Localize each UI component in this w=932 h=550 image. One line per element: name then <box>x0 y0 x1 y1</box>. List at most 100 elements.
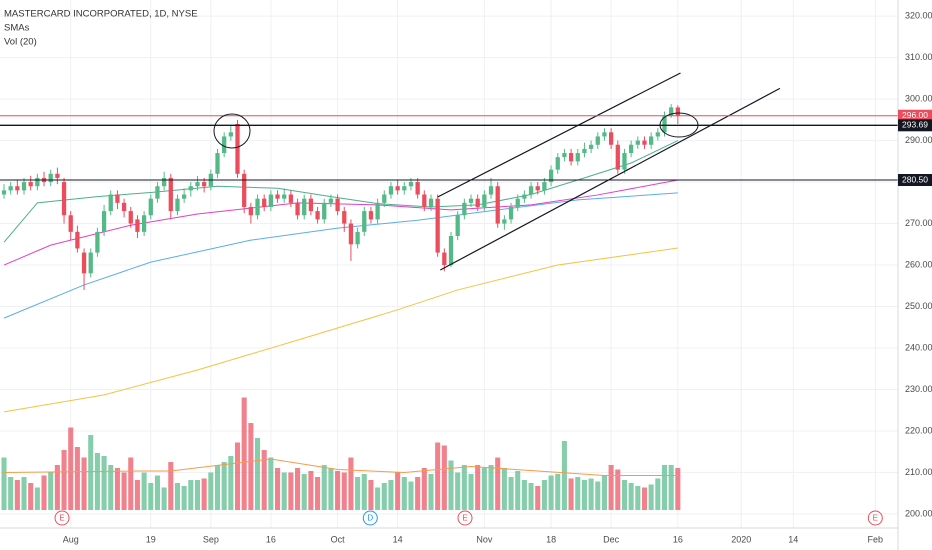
trend-line <box>440 87 781 271</box>
candle-body <box>255 198 260 216</box>
candle-body <box>28 182 33 187</box>
volume-bar <box>28 483 34 510</box>
volume-bar <box>481 468 487 510</box>
candle-body <box>135 219 140 232</box>
axes: 200.00 210.00 220.00 230.00 240.00 250.00 260.… <box>54 11 932 544</box>
candle-body <box>362 211 367 232</box>
candle-body <box>202 182 207 187</box>
y-tick-label: 270.00 <box>905 218 932 228</box>
price-label-box <box>898 174 932 187</box>
candle-body <box>115 194 120 203</box>
volume-bar <box>335 471 341 510</box>
candle-body <box>322 202 327 220</box>
candle-body <box>408 182 414 187</box>
volume-bar <box>581 480 587 510</box>
volume-bar <box>595 481 601 510</box>
volume-bar <box>261 450 267 510</box>
volume-bar <box>141 472 147 510</box>
candle-body <box>222 136 227 154</box>
volume-bar <box>188 480 194 510</box>
candle-body <box>175 198 180 212</box>
event-label: E <box>462 514 467 523</box>
volume-bar <box>641 487 648 510</box>
volume-bar <box>254 438 261 510</box>
volume-bar <box>328 468 334 510</box>
x-tick-label: 2020 <box>731 534 751 544</box>
volume-bar <box>608 465 614 510</box>
candle-body <box>482 194 487 207</box>
candle-body <box>428 198 434 207</box>
volume-bar <box>308 471 314 510</box>
candle-body <box>81 252 87 274</box>
candle-body <box>21 182 27 191</box>
candle-body <box>535 186 540 191</box>
volume-bar <box>108 465 114 510</box>
candle-body <box>402 186 407 191</box>
candle-body <box>442 252 447 266</box>
volume-bar <box>628 483 634 510</box>
y-tick-label: 210.00 <box>905 467 932 477</box>
volume-bar <box>588 478 594 510</box>
candle-body <box>288 194 294 203</box>
volume-bar <box>488 465 494 510</box>
volume-bar <box>34 487 40 510</box>
volume-bar <box>128 457 134 510</box>
volume-bar <box>375 487 381 510</box>
volume-bar <box>8 477 14 510</box>
volume-bar <box>355 477 361 510</box>
volume-bar <box>508 477 514 510</box>
event-marker <box>457 510 473 526</box>
candle-body <box>282 194 287 199</box>
candle-body <box>388 186 394 195</box>
candle-body <box>101 211 107 232</box>
candle-body <box>495 186 500 224</box>
event-label: D <box>367 514 373 523</box>
event-label: E <box>59 514 64 523</box>
candle-body <box>415 182 420 195</box>
volume-bar <box>361 474 367 510</box>
price-label-box <box>898 119 932 132</box>
volume-bar <box>1 457 7 510</box>
x-tick-label: Feb <box>868 534 884 544</box>
volume-bar <box>401 477 407 510</box>
volume-bar <box>655 478 661 510</box>
y-tick-label: 260.00 <box>905 259 932 269</box>
candle-body <box>15 186 20 191</box>
y-tick-label: 200.00 <box>905 508 932 518</box>
volume-bar <box>321 465 327 510</box>
candle-body <box>228 132 233 137</box>
candle-body <box>508 206 514 220</box>
sma-line <box>3 140 679 243</box>
volume-bar <box>575 477 581 510</box>
candle-body <box>121 202 127 212</box>
volume-bar <box>615 469 621 510</box>
event-label: E <box>873 514 878 523</box>
volume-bar <box>21 477 27 510</box>
volume-bar <box>548 475 554 510</box>
volume-bar <box>234 442 241 510</box>
volume-bar <box>54 465 60 510</box>
candle-body <box>168 177 173 212</box>
candle-body <box>608 132 614 145</box>
candle-body <box>215 153 220 174</box>
x-tick-label: 14 <box>393 534 403 544</box>
volume-bar <box>14 480 20 510</box>
candle-body <box>635 140 640 145</box>
price-label: 293.69 <box>902 120 928 130</box>
y-tick-label: 300.00 <box>905 94 932 104</box>
volume-bar <box>435 442 441 510</box>
volume-bar <box>228 456 234 510</box>
candle-body <box>108 194 113 212</box>
candle-body <box>182 194 187 199</box>
candle-body <box>75 231 80 249</box>
candle-body <box>422 194 427 207</box>
volume-bar <box>621 480 627 510</box>
indicator-label: SMAs <box>4 23 30 34</box>
trend-line <box>437 72 681 198</box>
volume-bar <box>214 465 221 510</box>
candle-body <box>35 177 40 187</box>
candle-body <box>8 186 13 191</box>
candle-body <box>248 206 253 216</box>
x-tick-label: 16 <box>266 534 276 544</box>
candle-body <box>642 140 647 145</box>
